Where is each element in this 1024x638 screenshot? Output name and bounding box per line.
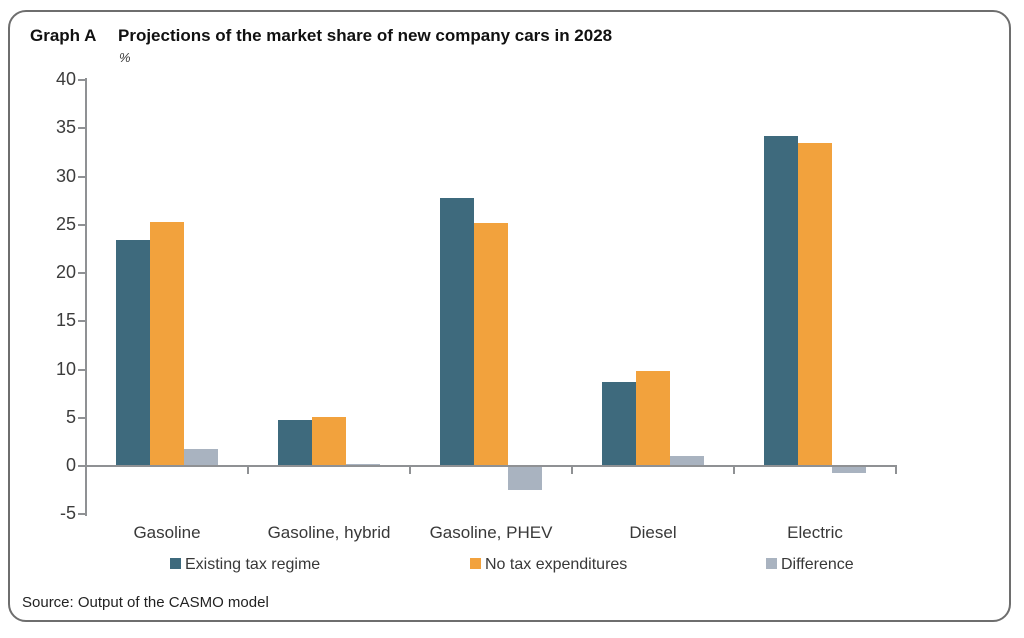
y-axis-tick <box>78 79 86 81</box>
legend-swatch-icon <box>766 558 777 569</box>
x-axis-tick <box>247 467 249 474</box>
bar-existing-tax-regime-gasoline-phev <box>440 197 474 466</box>
y-axis-tick <box>78 416 86 419</box>
y-axis-tick-label: 35 <box>55 117 76 138</box>
y-axis-tick-label: 0 <box>65 455 76 475</box>
bar-difference-electric <box>832 466 866 473</box>
x-axis-tick <box>733 467 735 474</box>
legend-label: No tax expenditures <box>485 556 628 573</box>
legend-label: Difference <box>781 556 854 573</box>
y-axis-tick-label: 30 <box>55 165 76 186</box>
category-label: Diesel <box>629 523 677 542</box>
y-axis-tick <box>78 465 86 467</box>
category-label: Gasoline, hybrid <box>267 523 391 542</box>
category-label: Gasoline, PHEV <box>429 523 553 542</box>
bar-no-tax-expenditures-gasoline <box>150 221 184 466</box>
y-axis-line <box>85 78 87 516</box>
y-axis-tick-label: 20 <box>55 262 76 282</box>
y-axis-tick-label: 25 <box>55 213 76 234</box>
bar-existing-tax-regime-gasoline <box>116 240 150 466</box>
legend-item-existing-tax-regime: Existing tax regime <box>170 556 320 576</box>
bar-difference-diesel <box>670 456 704 466</box>
chart-title: Projections of the market share of new c… <box>118 26 613 45</box>
y-axis-tick-label: 40 <box>55 69 76 89</box>
legend-swatch-icon <box>470 558 481 569</box>
y-axis-tick <box>78 513 86 516</box>
bar-existing-tax-regime-gasoline-hybrid <box>278 419 312 466</box>
y-axis-tick <box>78 368 86 371</box>
y-axis-tick <box>78 127 86 130</box>
y-axis-tick-label: 10 <box>55 358 76 379</box>
y-axis-tick-label: 15 <box>55 310 76 331</box>
bar-no-tax-expenditures-gasoline-hybrid <box>312 416 346 466</box>
bar-difference-gasoline <box>184 448 218 466</box>
legend-swatch-icon <box>170 558 181 569</box>
bar-existing-tax-regime-diesel <box>602 382 636 466</box>
category-label: Electric <box>787 523 843 542</box>
y-axis-tick <box>78 272 86 274</box>
legend-label: Existing tax regime <box>185 556 321 573</box>
y-axis-tick <box>78 223 86 226</box>
y-axis-tick <box>78 175 86 178</box>
x-axis-tick <box>571 467 573 474</box>
y-axis-tick-label: 5 <box>65 406 76 427</box>
legend-item-difference: Difference <box>766 556 854 576</box>
category-label: Gasoline <box>133 523 201 542</box>
x-axis-line <box>85 465 897 467</box>
y-axis-tick <box>78 320 86 323</box>
bar-existing-tax-regime-electric <box>764 135 798 466</box>
bar-difference-gasoline-phev <box>508 466 542 491</box>
bar-no-tax-expenditures-electric <box>798 142 832 466</box>
legend-item-no-tax-expenditures: No tax expenditures <box>470 556 627 576</box>
bar-no-tax-expenditures-diesel <box>636 371 670 466</box>
y-axis-tick-label: -5 <box>59 503 76 524</box>
bar-no-tax-expenditures-gasoline-phev <box>474 222 508 466</box>
y-axis-unit-label: % <box>119 50 131 65</box>
source-note: Source: Output of the CASMO model <box>22 594 269 611</box>
x-axis-tick <box>409 467 411 474</box>
x-axis-tick <box>895 467 897 474</box>
graph-label: Graph A <box>30 26 97 45</box>
